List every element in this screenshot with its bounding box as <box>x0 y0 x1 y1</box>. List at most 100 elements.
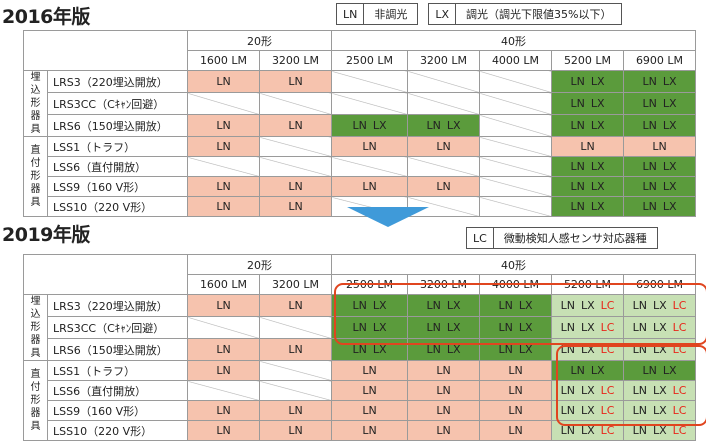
spec-label-ln: LN <box>498 321 513 334</box>
spec-cell: LN LX LC <box>623 338 696 361</box>
spec-cell: LN LX <box>551 360 624 381</box>
header-corner <box>23 30 188 71</box>
spec-label-ln: LN <box>426 299 441 312</box>
spec-label-ln: LN <box>560 404 575 417</box>
not-available-cell <box>331 156 408 177</box>
fixture-name: LSS1（トラフ） <box>47 136 188 157</box>
spec-cell: LN <box>331 400 408 421</box>
legend-code: LN <box>337 4 365 24</box>
spec-cell: LN <box>259 338 332 361</box>
not-available-cell <box>187 316 260 339</box>
spec-cell: LN <box>187 360 260 381</box>
spec-cell: LN LX <box>407 316 480 339</box>
spec-label-lc: LC <box>600 384 615 397</box>
spec-cell: LN <box>187 114 260 137</box>
spec-label-lx: LX <box>590 160 605 173</box>
spec-cell: LN LX LC <box>623 316 696 339</box>
fixture-name: LSS1（トラフ） <box>47 360 188 381</box>
spec-cell: LN LX LC <box>623 380 696 401</box>
spec-label-lx: LX <box>652 321 667 334</box>
spec-label-ln: LN <box>426 343 441 356</box>
header-lumen: 4000 LM <box>479 274 552 295</box>
spec-cell: LN <box>407 176 480 197</box>
spec-cell: LN LX <box>331 316 408 339</box>
spec-label-lc: LC <box>600 343 615 356</box>
spec-label-ln: LN <box>570 364 585 377</box>
not-available-cell <box>259 360 332 381</box>
spec-cell: LN <box>479 400 552 421</box>
spec-label-ln: LN <box>362 364 377 377</box>
fixture-name: LRS3（220埋込開放） <box>47 70 188 93</box>
spec-label-ln: LN <box>216 75 231 88</box>
spec-label-ln: LN <box>632 321 647 334</box>
spec-label-ln: LN <box>560 321 575 334</box>
header-lumen: 2500 LM <box>331 50 408 71</box>
spec-cell: LN <box>479 380 552 401</box>
header-group-20: 20形 <box>187 254 332 275</box>
not-available-cell <box>331 92 408 115</box>
spec-cell: LN <box>407 400 480 421</box>
spec-label-ln: LN <box>560 384 575 397</box>
header-lumen: 6900 LM <box>623 50 696 71</box>
not-available-cell <box>479 156 552 177</box>
spec-cell: LN LX <box>551 196 624 217</box>
spec-label-lx: LX <box>662 180 677 193</box>
spec-label-ln: LN <box>352 119 367 132</box>
spec-cell: LN LX <box>551 92 624 115</box>
header-group-40: 40形 <box>331 30 696 51</box>
spec-cell: LN <box>187 400 260 421</box>
fixture-name: LRS3（220埋込開放） <box>47 294 188 317</box>
spec-cell: LN <box>331 380 408 401</box>
table-2016: 20形 40形 1600 LM 3200 LM 2500 LM 3200 LM 4000 L… <box>23 30 696 217</box>
spec-label-ln: LN <box>362 404 377 417</box>
spec-label-lc: LC <box>600 321 615 334</box>
not-available-cell <box>187 92 260 115</box>
fixture-name: LSS10（220 V形） <box>47 420 188 441</box>
header-lumen: 5200 LM <box>551 274 624 295</box>
not-available-cell <box>259 316 332 339</box>
header-lumen: 3200 LM <box>259 50 332 71</box>
spec-cell: LN LX <box>551 70 624 93</box>
spec-cell: LN <box>187 338 260 361</box>
legend-item-ln: LN 非調光 <box>336 3 419 25</box>
legend-item-lc: LC 微動検知人感センサ対応器種 <box>466 227 658 249</box>
spec-cell: LN LX LC <box>551 294 624 317</box>
legend-text: 微動検知人感センサ対応器種 <box>503 232 647 245</box>
fixture-name: LRS6（150埋込開放） <box>47 338 188 361</box>
legend-2019: LC 微動検知人感センサ対応器種 <box>466 227 658 249</box>
spec-label-ln: LN <box>216 180 231 193</box>
spec-label-ln: LN <box>352 299 367 312</box>
not-available-cell <box>259 156 332 177</box>
spec-label-ln: LN <box>216 299 231 312</box>
spec-cell: LN <box>259 420 332 441</box>
fixture-name: LRS6（150埋込開放） <box>47 114 188 137</box>
spec-label-ln: LN <box>570 200 585 213</box>
spec-label-lx: LX <box>580 299 595 312</box>
spec-cell: LN LX <box>479 316 552 339</box>
not-available-cell <box>479 176 552 197</box>
header-lumen: 1600 LM <box>187 50 260 71</box>
spec-label-ln: LN <box>508 384 523 397</box>
spec-label-ln: LN <box>216 200 231 213</box>
spec-label-ln: LN <box>362 140 377 153</box>
spec-label-lx: LX <box>580 384 595 397</box>
spec-cell: LN <box>259 294 332 317</box>
group-direct: 直付形器具 <box>23 136 48 217</box>
spec-cell: LN <box>187 136 260 157</box>
group-direct: 直付形器具 <box>23 360 48 441</box>
not-available-cell <box>259 380 332 401</box>
spec-label-ln: LN <box>436 140 451 153</box>
not-available-cell <box>331 70 408 93</box>
fixture-name: LSS10（220 V形） <box>47 196 188 217</box>
title-2016: 2016年版 <box>2 6 90 28</box>
spec-label-ln: LN <box>508 404 523 417</box>
spec-label-lx: LX <box>580 321 595 334</box>
spec-cell: LN LX <box>623 70 696 93</box>
title-2019: 2019年版 <box>2 224 90 246</box>
spec-cell: LN <box>259 70 332 93</box>
spec-label-ln: LN <box>216 119 231 132</box>
fixture-name: LSS9（160 V形） <box>47 176 188 197</box>
spec-label-lx: LX <box>652 384 667 397</box>
spec-label-lx: LX <box>590 75 605 88</box>
not-available-cell <box>187 380 260 401</box>
